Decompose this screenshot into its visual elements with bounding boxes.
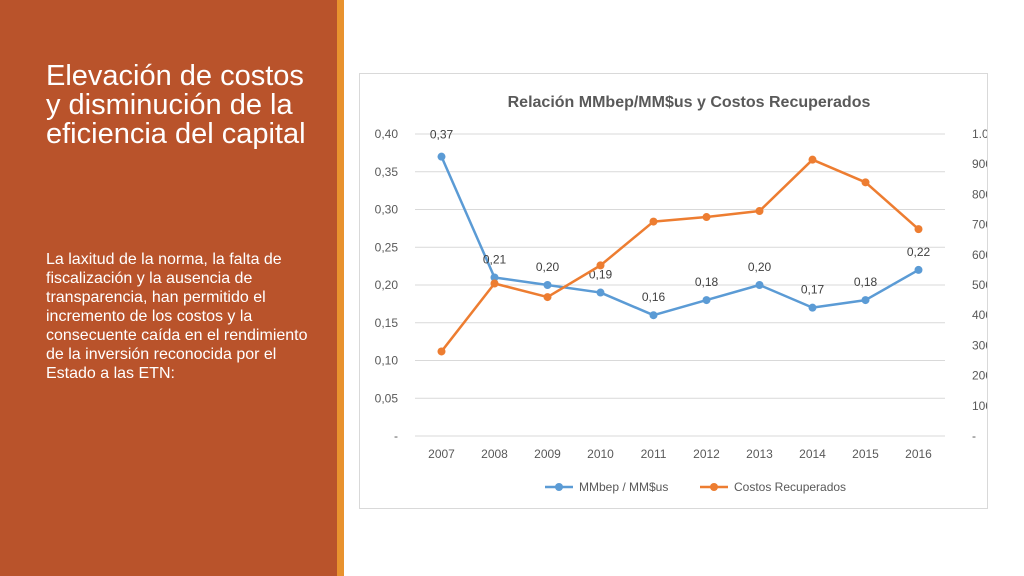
x-tick-label: 2011 xyxy=(641,447,667,461)
series-2-point xyxy=(543,293,552,302)
series-line-1 xyxy=(440,156,920,317)
x-tick-label: 2014 xyxy=(799,447,826,461)
y-right-tick-label: 600 xyxy=(972,248,987,262)
gridlines xyxy=(415,133,945,437)
series-layer: 0,37 0,21 0,20 0,19 0,16 0,18 0,20 0,17 0,18 0,22 xyxy=(430,128,931,356)
y-right-tick-label: 100 xyxy=(972,399,987,413)
data-label: 0,37 xyxy=(430,128,454,142)
y-left-tick-label: 0,30 xyxy=(375,203,399,217)
series-2-point xyxy=(490,279,499,288)
line-chart: Relación MMbep/MM$us y Costos Recuperado… xyxy=(375,94,1003,494)
data-label: 0,16 xyxy=(642,290,666,304)
title-panel xyxy=(0,0,337,576)
x-tick-label: 2013 xyxy=(746,447,773,461)
y-right-tick-label: 900 xyxy=(972,157,987,171)
series-2-point xyxy=(861,178,870,187)
series-1-point xyxy=(437,152,446,161)
series-2-point xyxy=(702,213,711,222)
data-label: 0,21 xyxy=(483,252,507,266)
y-right-tick-label: 200 xyxy=(972,369,987,383)
legend-label: MMbep / MM$us xyxy=(579,480,668,494)
series-1-point xyxy=(649,311,658,320)
y-right-tick-label: 400 xyxy=(972,308,987,322)
series-line-2 xyxy=(440,158,920,353)
y-axis-left: - 0,05 0,10 0,15 0,20 0,25 0,30 0,35 0,40 xyxy=(375,127,399,443)
chart-title: Relación MMbep/MM$us y Costos Recuperado… xyxy=(508,94,871,111)
x-tick-label: 2016 xyxy=(905,447,932,461)
data-label: 0,20 xyxy=(748,260,772,274)
y-left-tick-label: 0,40 xyxy=(375,127,399,141)
data-label: 0,20 xyxy=(536,260,560,274)
y-left-tick-label: - xyxy=(394,429,398,443)
legend-marker xyxy=(710,483,718,491)
y-axis-right: - 100 200 300 400 500 600 700 800 900 1.000 xyxy=(972,127,1002,443)
y-right-tick-label: 300 xyxy=(972,338,987,352)
x-tick-label: 2015 xyxy=(852,447,879,461)
y-right-tick-label: 500 xyxy=(972,278,987,292)
y-right-tick-label: 700 xyxy=(972,218,987,232)
y-left-tick-label: 0,15 xyxy=(375,316,399,330)
x-tick-label: 2009 xyxy=(534,447,561,461)
series-1-point xyxy=(702,296,711,305)
legend-marker xyxy=(555,483,563,491)
y-right-tick-label: 1.000 xyxy=(972,127,987,141)
y-left-tick-label: 0,05 xyxy=(375,391,399,405)
y-right-tick-label: 800 xyxy=(972,187,987,201)
series-2-point xyxy=(914,225,923,234)
y-right-tick-label: - xyxy=(972,429,976,443)
slide-body-text: La laxitud de la norma, la falta de fisc… xyxy=(46,251,308,382)
y-left-tick-label: 0,35 xyxy=(375,165,399,179)
legend: MMbep / MM$us Costos Recuperados xyxy=(545,480,846,494)
series-1-point xyxy=(543,281,552,289)
series-2-point xyxy=(437,347,446,356)
series-1-point xyxy=(914,265,923,274)
data-label: 0,18 xyxy=(695,275,719,289)
series-2-point xyxy=(808,155,817,164)
accent-bar xyxy=(337,0,344,576)
x-axis: 2007 2008 2009 2010 2011 2012 2013 2014 2015 2016 xyxy=(428,447,932,461)
data-label: 0,18 xyxy=(854,275,878,289)
series-2-point xyxy=(649,217,658,226)
y-left-tick-label: 0,10 xyxy=(375,354,399,368)
data-label: 0,22 xyxy=(907,245,931,259)
chart-frame: Relación MMbep/MM$us y Costos Recuperado… xyxy=(359,73,1003,509)
x-tick-label: 2008 xyxy=(481,447,508,461)
series-1-point xyxy=(755,281,764,289)
data-label: 0,19 xyxy=(589,268,613,282)
series-1-point xyxy=(808,303,817,312)
legend-label: Costos Recuperados xyxy=(734,480,846,494)
series-1-point xyxy=(596,288,605,297)
series-1-point xyxy=(490,273,499,282)
series-1-point xyxy=(861,296,870,305)
data-label: 0,17 xyxy=(801,283,825,297)
y-left-tick-label: 0,20 xyxy=(375,278,399,292)
series-2-point xyxy=(596,261,605,270)
x-tick-label: 2010 xyxy=(587,447,614,461)
y-left-tick-label: 0,25 xyxy=(375,240,399,254)
series-2-point xyxy=(755,207,764,216)
slide-title: Elevación de costos y disminución de la … xyxy=(46,60,306,150)
x-tick-label: 2012 xyxy=(693,447,720,461)
x-tick-label: 2007 xyxy=(428,447,455,461)
